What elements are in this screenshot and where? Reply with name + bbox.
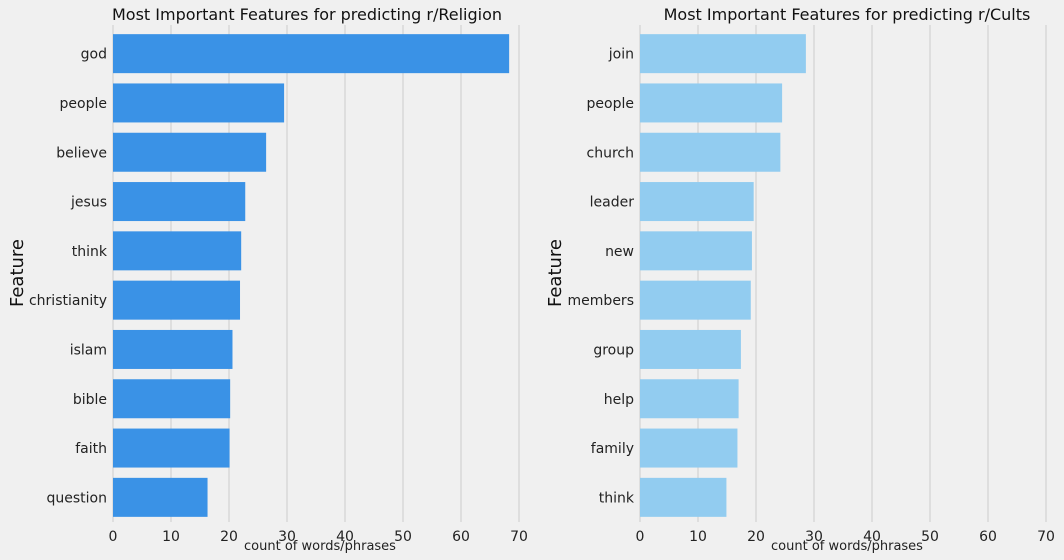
x-axis-label: count of words/phrases	[244, 539, 396, 554]
y-tick-label: bible	[73, 392, 107, 408]
y-tick-labels: join people church leader new members group hel…	[568, 47, 635, 507]
bar	[640, 329, 741, 369]
y-tick-label: group	[593, 342, 634, 358]
x-tick-label: 0	[109, 529, 118, 545]
bars	[640, 34, 806, 517]
chart-cults: Most Important Features for predicting r…	[545, 5, 1055, 554]
x-tick-label: 10	[689, 529, 707, 545]
y-tick-label: new	[605, 244, 634, 260]
x-tick-label: 70	[510, 529, 528, 545]
y-tick-label: christianity	[29, 293, 107, 309]
bar	[640, 34, 806, 74]
chart-title: Most Important Features for predicting r…	[664, 5, 1031, 24]
y-tick-labels: god people believe jesus think christianity is…	[29, 47, 108, 507]
bars	[113, 34, 510, 517]
bar	[113, 329, 233, 369]
x-tick-label: 60	[979, 529, 997, 545]
bar	[640, 428, 738, 468]
bar	[113, 231, 242, 271]
bar	[113, 280, 241, 320]
y-axis-label: Feature	[545, 239, 566, 307]
x-tick-label: 20	[747, 529, 765, 545]
bar	[640, 83, 783, 123]
x-tick-label: 50	[394, 529, 412, 545]
y-tick-label: believe	[56, 145, 107, 161]
bar	[640, 280, 751, 320]
x-tick-label: 10	[162, 529, 180, 545]
y-tick-label: think	[599, 490, 635, 506]
x-tick-labels: 0 10 20 30 40 50 60 70	[109, 529, 528, 545]
bar	[113, 182, 246, 222]
x-tick-label: 40	[863, 529, 881, 545]
bar	[113, 477, 208, 517]
y-tick-label: family	[591, 441, 634, 457]
bar	[113, 379, 231, 419]
y-tick-label: islam	[70, 342, 107, 358]
bar	[113, 34, 510, 74]
y-tick-label: think	[72, 244, 108, 260]
x-tick-label: 50	[921, 529, 939, 545]
y-tick-label: faith	[75, 441, 107, 457]
x-tick-label: 20	[220, 529, 238, 545]
x-tick-label: 30	[278, 529, 296, 545]
y-tick-label: people	[60, 96, 107, 112]
y-tick-label: people	[587, 96, 634, 112]
bar	[640, 231, 752, 271]
bar	[640, 379, 739, 419]
x-tick-labels: 0 10 20 30 40 50 60 70	[636, 529, 1055, 545]
x-tick-label: 60	[452, 529, 470, 545]
bar	[640, 477, 727, 517]
x-axis-label: count of words/phrases	[771, 539, 923, 554]
chart-title: Most Important Features for predicting r…	[112, 5, 502, 24]
x-tick-label: 70	[1037, 529, 1055, 545]
y-tick-label: join	[608, 47, 634, 63]
y-tick-label: jesus	[70, 195, 107, 211]
bar	[113, 428, 230, 468]
y-tick-label: members	[568, 293, 634, 309]
bar	[113, 132, 267, 172]
y-tick-label: question	[47, 490, 107, 506]
y-axis-label: Feature	[7, 239, 28, 307]
bar	[640, 132, 781, 172]
y-tick-label: god	[81, 47, 107, 63]
x-tick-label: 40	[336, 529, 354, 545]
y-tick-label: help	[604, 392, 634, 408]
chart-religion: Most Important Features for predicting r…	[7, 5, 528, 554]
y-tick-label: leader	[590, 195, 635, 211]
bar	[640, 182, 754, 222]
x-tick-label: 0	[636, 529, 645, 545]
y-tick-label: church	[587, 145, 634, 161]
x-tick-label: 30	[805, 529, 823, 545]
bar	[113, 83, 285, 123]
